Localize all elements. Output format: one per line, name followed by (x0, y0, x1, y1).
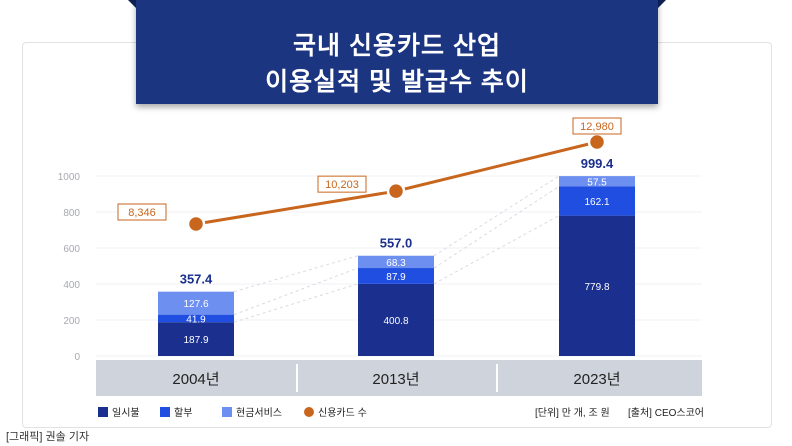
bar-segment (559, 176, 635, 187)
graphic-credit: [그래픽] 권솔 기자 (6, 431, 90, 443)
bar-value-label: 162.1 (584, 197, 609, 208)
y-tick-label: 200 (63, 316, 80, 327)
bar-connector (433, 175, 560, 257)
card-count-label-box (572, 117, 622, 135)
unit-note: [단위] 만 개, 조 원 (535, 406, 610, 419)
bar-value-label: 187.9 (183, 335, 208, 346)
x-axis-band (96, 360, 702, 396)
bar-total-label: 557.0 (380, 236, 413, 251)
y-tick-label: 800 (63, 208, 80, 219)
y-tick-label: 400 (63, 280, 80, 291)
legend-label: 일시불 (112, 407, 140, 419)
legend-label: 현금서비스 (236, 407, 282, 419)
y-tick-label: 0 (74, 352, 80, 363)
legend-swatch (98, 407, 108, 417)
card-count-marker (386, 181, 406, 201)
title-banner (136, 0, 658, 104)
chart-title-line1: 국내 신용카드 산업 (293, 32, 501, 60)
banner-fold-right (658, 0, 666, 8)
bar-value-label: 87.9 (386, 272, 406, 283)
bar-total-label: 357.4 (180, 272, 213, 287)
y-tick-label: 1000 (58, 172, 81, 183)
x-tick-label: 2013년 (372, 371, 419, 388)
source-note: [출처] CEO스코어 (628, 407, 704, 419)
banner-fold-left (128, 0, 136, 8)
card-count-label: 12,980 (580, 121, 614, 133)
chart-title-line2: 이용실적 및 발급수 추이 (265, 68, 529, 96)
x-tick-label: 2023년 (573, 371, 620, 388)
card-count-marker (186, 214, 206, 234)
legend-swatch (160, 407, 170, 417)
y-tick-label: 600 (63, 244, 80, 255)
legend-line-swatch (304, 407, 314, 417)
legend-label: 할부 (174, 407, 192, 419)
bar-segment (158, 322, 234, 356)
legend-label: 신용카드 수 (318, 407, 367, 419)
card-count-label-box (117, 203, 167, 221)
bar-segment (158, 314, 234, 323)
bar-segment (559, 215, 635, 356)
bar-segment (158, 291, 234, 315)
x-tick-label: 2004년 (172, 371, 219, 388)
bar-segment (358, 268, 434, 284)
card-count-label: 10,203 (325, 179, 359, 191)
bar-connector (233, 267, 359, 316)
bar-connector (233, 283, 359, 323)
card-count-marker (587, 132, 607, 152)
bar-value-label: 779.8 (584, 282, 609, 293)
bar-value-label: 57.5 (587, 177, 607, 188)
bar-segment (358, 283, 434, 356)
card-count-label: 8,346 (128, 207, 156, 219)
bar-connector (433, 186, 560, 269)
bar-connector (233, 255, 359, 293)
bar-total-label: 999.4 (581, 156, 614, 171)
bar-value-label: 400.8 (383, 316, 408, 327)
bar-segment (358, 255, 434, 269)
legend-swatch (222, 407, 232, 417)
bar-value-label: 41.9 (186, 314, 206, 325)
card-count-label-box (317, 175, 367, 193)
bar-connector (433, 215, 560, 285)
bar-value-label: 68.3 (386, 258, 406, 269)
bar-segment (559, 186, 635, 216)
bar-value-label: 127.6 (183, 299, 208, 310)
